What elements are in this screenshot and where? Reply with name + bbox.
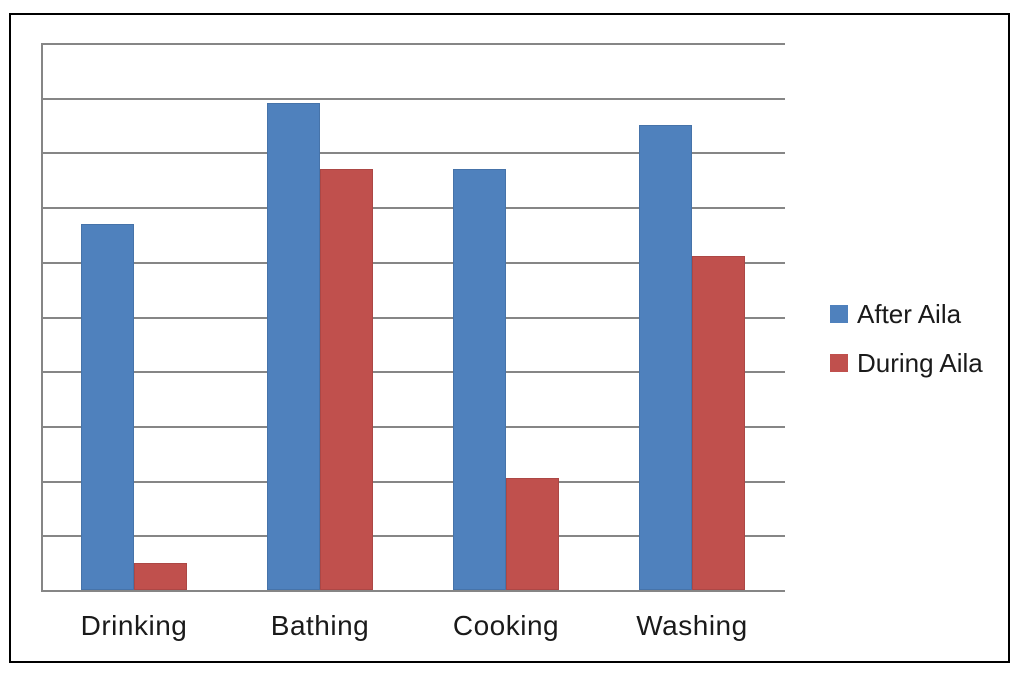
x-axis-label-drinking: Drinking: [80, 610, 188, 641]
gridline: [41, 480, 785, 483]
bar-after-aila-drinking: [80, 223, 134, 590]
bar-during-aila-washing: [692, 256, 745, 590]
x-axis-label-washing: Washing: [636, 610, 748, 641]
x-axis-label-cooking: Cooking: [452, 610, 560, 641]
gridline: [41, 97, 785, 100]
gridline: [41, 535, 785, 538]
gridline: [41, 371, 785, 374]
gridline: [41, 261, 785, 264]
legend-swatch-blue-icon: [830, 305, 848, 323]
bar-after-aila-washing: [638, 125, 692, 590]
legend-label-after-aila: After Aila: [857, 298, 962, 329]
gridline: [41, 316, 785, 319]
y-axis-line: [41, 43, 43, 592]
gridline: [41, 43, 785, 45]
plot-area: [41, 43, 785, 592]
bar-after-aila-bathing: [266, 103, 320, 590]
legend-label-during-aila: During Aila: [857, 347, 983, 378]
legend-swatch-red-icon: [830, 354, 848, 372]
x-axis-line: [41, 590, 785, 592]
gridline: [41, 152, 785, 155]
legend: After Aila During Aila: [830, 298, 983, 399]
bar-during-aila-cooking: [506, 477, 559, 590]
bar-during-aila-drinking: [134, 562, 187, 590]
bar-during-aila-bathing: [320, 168, 373, 590]
gridline: [41, 207, 785, 210]
x-axis-labels: Drinking Bathing Cooking Washing: [41, 606, 785, 646]
gridline: [41, 425, 785, 428]
x-axis-label-bathing: Bathing: [270, 610, 370, 641]
bar-after-aila-cooking: [452, 168, 506, 590]
legend-entry-during-aila: During Aila: [830, 347, 983, 378]
legend-entry-after-aila: After Aila: [830, 298, 983, 329]
